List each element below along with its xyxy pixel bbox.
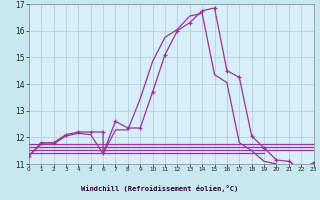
Text: Windchill (Refroidissement éolien,°C): Windchill (Refroidissement éolien,°C)	[81, 185, 239, 192]
